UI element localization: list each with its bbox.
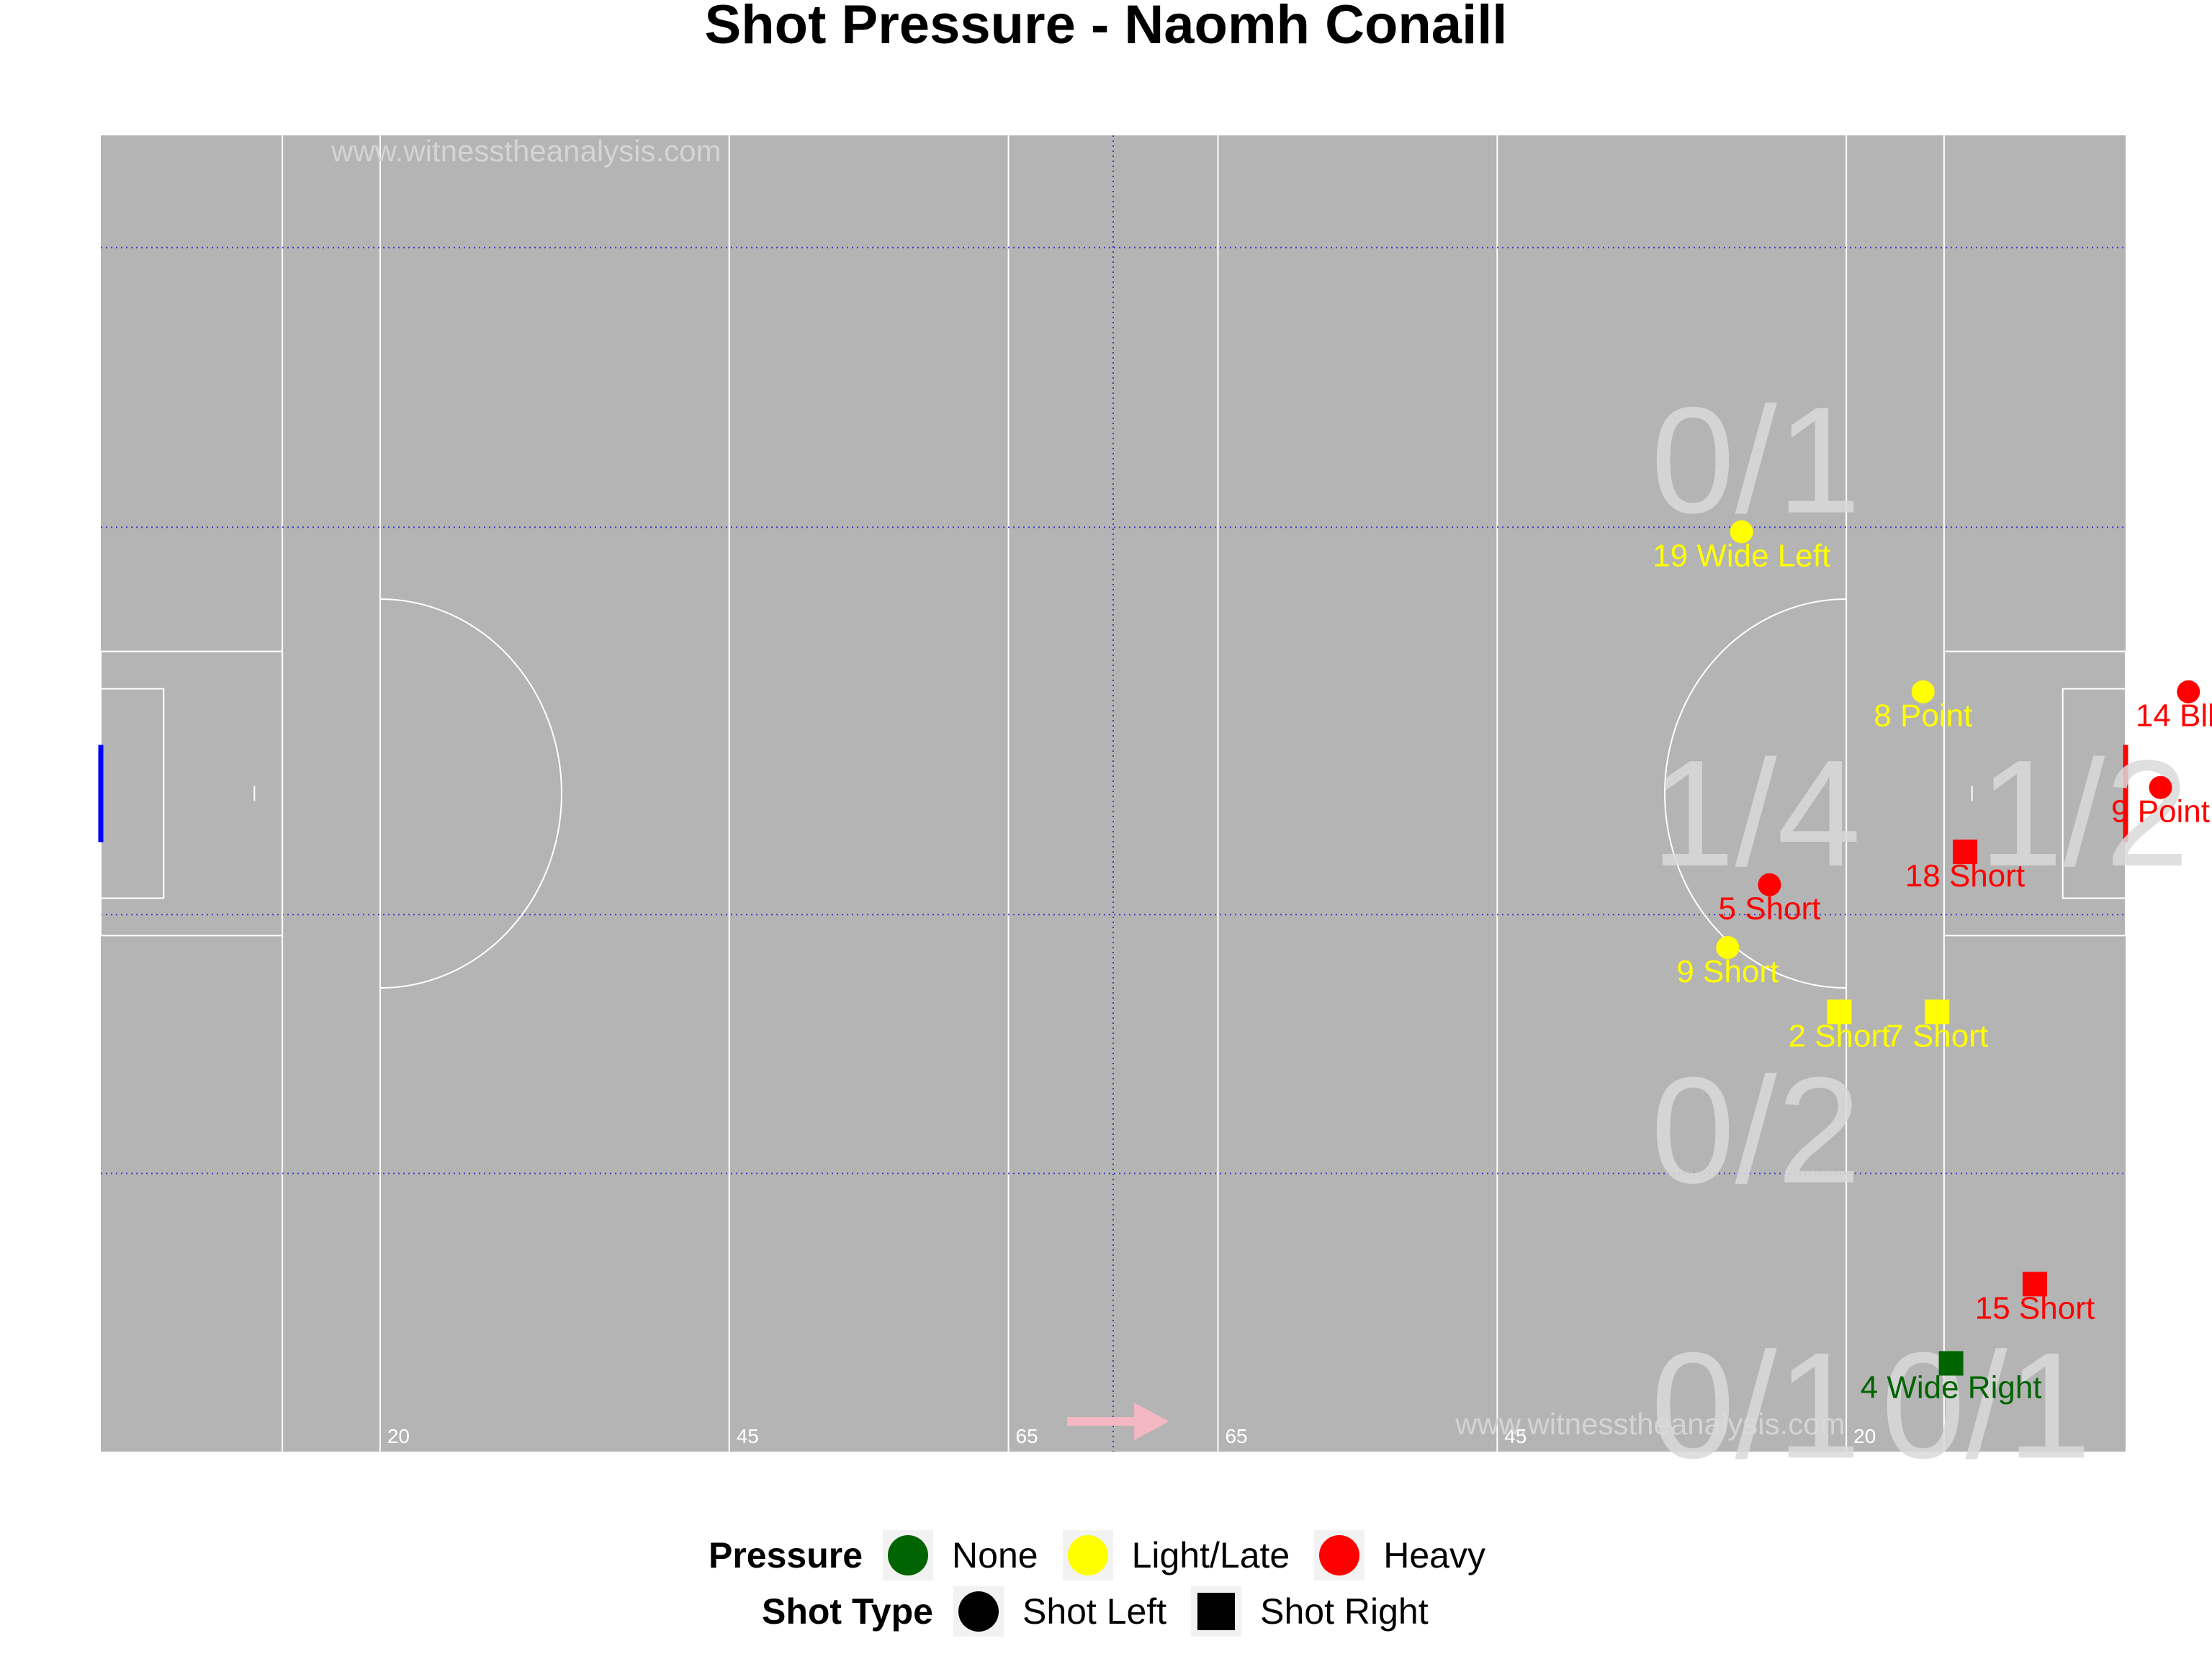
zone-score: 0/1 bbox=[1881, 1321, 2092, 1490]
pressure-legend: Pressure None Light/Late Heavy bbox=[709, 1527, 1510, 1584]
legend-key-heavy bbox=[1314, 1530, 1365, 1581]
legend-label-none: None bbox=[952, 1535, 1038, 1575]
legend-key-shot-right bbox=[1191, 1586, 1242, 1637]
shot-label: 18 Short bbox=[1905, 858, 2025, 894]
distance-label: 45 bbox=[1504, 1425, 1527, 1447]
shot-label: 7 Short bbox=[1886, 1018, 1988, 1053]
circle-icon bbox=[958, 1591, 999, 1632]
watermark: www.witnesstheanalysis.com bbox=[331, 134, 721, 168]
d-arc bbox=[1664, 598, 1847, 989]
shot-point bbox=[1938, 1351, 1964, 1376]
shot-label: 15 Short bbox=[1975, 1290, 2095, 1326]
shot-point bbox=[1925, 999, 1950, 1025]
shot-label: 2 Short bbox=[1789, 1018, 1891, 1053]
dot-icon bbox=[1319, 1535, 1360, 1575]
dot-icon bbox=[1067, 1535, 1108, 1575]
distance-label: 20 bbox=[387, 1425, 410, 1447]
legend-label-light: Light/Late bbox=[1131, 1535, 1290, 1575]
pitch-surface bbox=[101, 135, 2126, 1452]
shot-type-legend: Shot Type Shot Left Shot Right bbox=[762, 1583, 1453, 1640]
shot-point bbox=[1730, 520, 1753, 544]
shot-label: 5 Short bbox=[1719, 891, 1821, 927]
pressure-legend-title: Pressure bbox=[709, 1535, 863, 1575]
legend-label-shot-right: Shot Right bbox=[1260, 1591, 1429, 1632]
distance-label: 65 bbox=[1225, 1425, 1247, 1447]
shot-label: 9 Short bbox=[1676, 954, 1779, 989]
zone-score: 1/2 bbox=[1979, 729, 2189, 898]
zone-score: 0/1 bbox=[1651, 1321, 1861, 1490]
shot-label: 9 Point bbox=[2111, 794, 2210, 830]
arrow-right-icon bbox=[1134, 1403, 1169, 1440]
legend-key-shot-left bbox=[953, 1586, 1004, 1637]
shot-label: 4 Wide Right bbox=[1861, 1370, 2042, 1405]
shot-label: 8 Point bbox=[1874, 698, 1972, 734]
shot-label: 14 Blkd bbox=[2136, 698, 2212, 734]
distance-label: 65 bbox=[1016, 1425, 1038, 1447]
legend-label-heavy: Heavy bbox=[1383, 1535, 1485, 1575]
shot-point bbox=[2149, 775, 2172, 799]
square-icon bbox=[1197, 1593, 1236, 1630]
shot-point bbox=[2022, 1272, 2047, 1297]
dot-icon bbox=[888, 1535, 929, 1575]
legend-label-shot-left: Shot Left bbox=[1022, 1591, 1167, 1632]
shot-label: 19 Wide Left bbox=[1653, 538, 1830, 573]
shot-point bbox=[2177, 680, 2200, 703]
chart-title: Shot Pressure - Naomh Conaill bbox=[704, 0, 1508, 55]
zone-score: 1/4 bbox=[1651, 729, 1861, 898]
shot-type-legend-title: Shot Type bbox=[762, 1591, 933, 1632]
shot-point bbox=[1911, 680, 1935, 703]
distance-label: 45 bbox=[737, 1425, 759, 1447]
legend-key-light bbox=[1062, 1530, 1113, 1581]
d-arc bbox=[379, 598, 562, 989]
zone-score: 0/2 bbox=[1651, 1046, 1861, 1215]
distance-label: 20 bbox=[1853, 1425, 1876, 1447]
legend-key-none bbox=[883, 1530, 934, 1581]
zone-score: 0/1 bbox=[1651, 375, 1861, 544]
watermark: www.witnesstheanalysis.com bbox=[1455, 1407, 1845, 1441]
shot-point bbox=[1716, 935, 1740, 959]
shot-point bbox=[1952, 840, 1977, 865]
shot-point bbox=[1758, 873, 1781, 896]
shot-point bbox=[1827, 999, 1852, 1025]
